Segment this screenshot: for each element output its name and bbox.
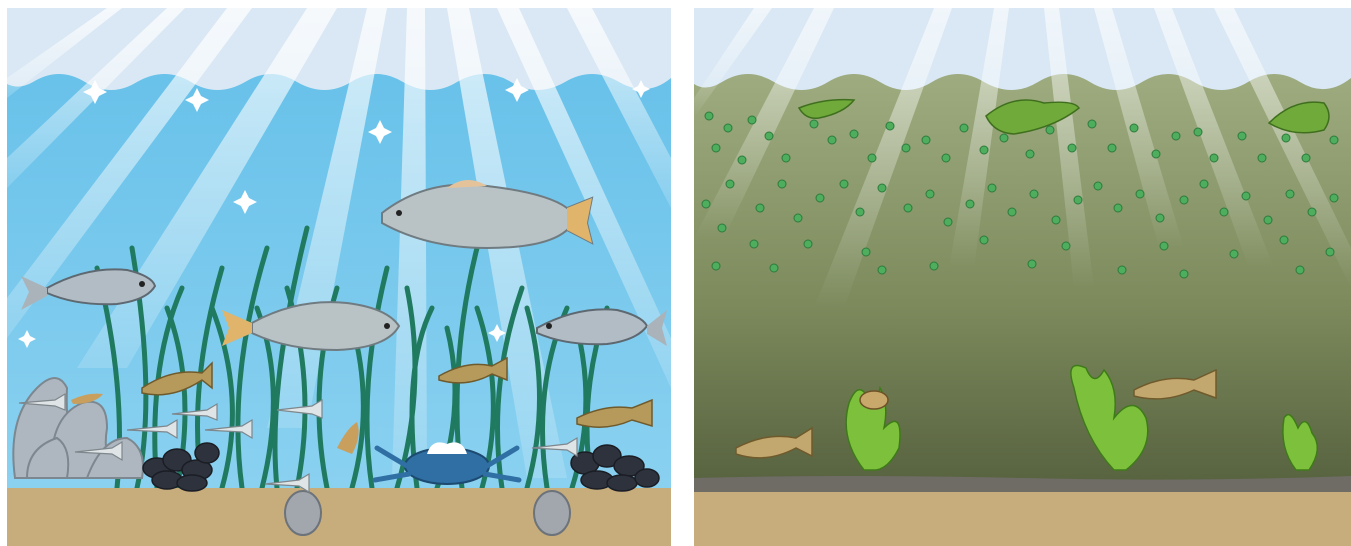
- water-surface: [7, 8, 671, 90]
- mussel-cluster-icon: [142, 442, 660, 492]
- snail-icon: [859, 390, 889, 410]
- mummichog-icon: [735, 368, 1217, 459]
- speckled-trout-icon: [222, 301, 401, 352]
- silverside-icon: [18, 392, 578, 494]
- speckled-trout-icon: [381, 179, 594, 250]
- shrimp-icon: [71, 393, 359, 454]
- mud-layer: [694, 476, 1351, 492]
- sparkles: [18, 78, 650, 348]
- blue-crab-icon: [372, 442, 522, 485]
- murky-water-scene: [694, 8, 1351, 546]
- striped-bass-icon: [21, 268, 157, 310]
- water-background: [694, 8, 1351, 546]
- mummichog-icon: [141, 356, 653, 428]
- clear-water-illustration: [7, 8, 671, 546]
- clam-icon: [284, 490, 571, 536]
- clear-water-scene: [7, 8, 671, 546]
- sea-lettuce-icon: [797, 98, 1330, 135]
- sediment: [7, 488, 671, 546]
- sea-lettuce-icon: [845, 364, 1318, 471]
- striped-bass-icon: [536, 308, 667, 346]
- murky-water-illustration: [694, 8, 1351, 546]
- algae-bloom-icon: [701, 111, 1339, 279]
- sediment: [694, 492, 1351, 546]
